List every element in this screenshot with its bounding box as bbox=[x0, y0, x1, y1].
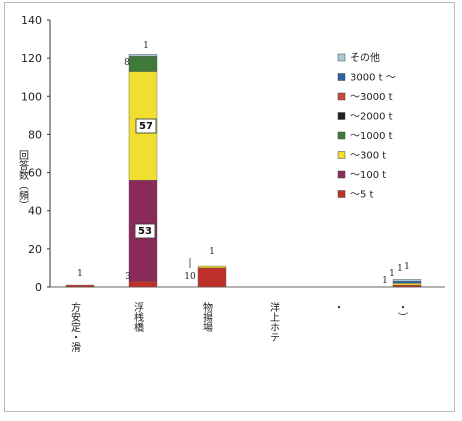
bar-segment bbox=[392, 281, 422, 284]
legend-swatch bbox=[337, 190, 346, 198]
data-label: 1 bbox=[389, 269, 395, 279]
data-label: 8 bbox=[124, 58, 130, 68]
data-label-box bbox=[135, 118, 157, 134]
legend-swatch bbox=[337, 73, 346, 81]
y-tick-label: 20 bbox=[28, 243, 42, 256]
category-label: 物揚場 bbox=[201, 301, 213, 333]
y-axis-title: 回答数（頻） bbox=[17, 150, 29, 210]
data-label: 1 bbox=[404, 262, 410, 272]
legend-swatch bbox=[337, 151, 346, 159]
chart-frame bbox=[4, 2, 455, 412]
legend-label: 〜5 t bbox=[350, 190, 374, 201]
legend-swatch bbox=[337, 92, 346, 101]
data-label: 1 bbox=[382, 276, 388, 286]
bar-segment bbox=[65, 284, 95, 288]
y-tick-label: 80 bbox=[28, 128, 42, 141]
category-label: 浮桟橋 bbox=[132, 302, 144, 333]
y-tick-label: 140 bbox=[21, 14, 42, 27]
bar-segment bbox=[197, 265, 227, 269]
data-label: 3 bbox=[125, 272, 131, 282]
legend-label: 3000 t 〜 bbox=[350, 73, 396, 84]
data-label: 1 bbox=[143, 41, 149, 51]
legend-swatch bbox=[337, 53, 346, 62]
category-label: 洋上ホテ bbox=[268, 301, 280, 342]
bar-segment bbox=[128, 281, 158, 288]
y-tick-label: 40 bbox=[28, 205, 42, 218]
bar-segment bbox=[392, 282, 422, 286]
data-label: 10 bbox=[184, 272, 196, 282]
bar-segment bbox=[128, 54, 158, 57]
bar-segment bbox=[392, 284, 422, 288]
legend-label: 〜1000 t bbox=[350, 131, 393, 142]
bar-segment bbox=[392, 279, 422, 282]
y-tick-label: 120 bbox=[21, 52, 42, 65]
legend-swatch bbox=[337, 112, 346, 120]
legend-swatch bbox=[337, 170, 346, 179]
legend-label: 〜300 t bbox=[350, 151, 386, 162]
data-label: 1 bbox=[77, 269, 83, 279]
legend-label: 〜2000 t bbox=[350, 112, 393, 123]
y-tick-label: 60 bbox=[28, 167, 42, 180]
data-label: 53 bbox=[138, 226, 152, 237]
legend-swatch bbox=[337, 131, 346, 140]
legend-label: 〜3000 t bbox=[350, 92, 393, 103]
data-label: 1 bbox=[397, 264, 403, 274]
y-tick-label: 0 bbox=[35, 281, 42, 294]
bar-segment bbox=[128, 56, 158, 72]
category-label: ・ bbox=[332, 302, 343, 312]
y-tick-label: 100 bbox=[21, 90, 42, 103]
category-label: ・） bbox=[396, 302, 408, 322]
legend-label: その他 bbox=[350, 51, 380, 64]
bar-segment bbox=[197, 267, 227, 288]
data-label-box bbox=[134, 223, 156, 239]
legend-label: 〜100 t bbox=[350, 170, 386, 181]
category-label: 方安定・滑 bbox=[69, 301, 81, 352]
data-label: 57 bbox=[139, 121, 153, 132]
data-label: 1 bbox=[209, 247, 215, 257]
